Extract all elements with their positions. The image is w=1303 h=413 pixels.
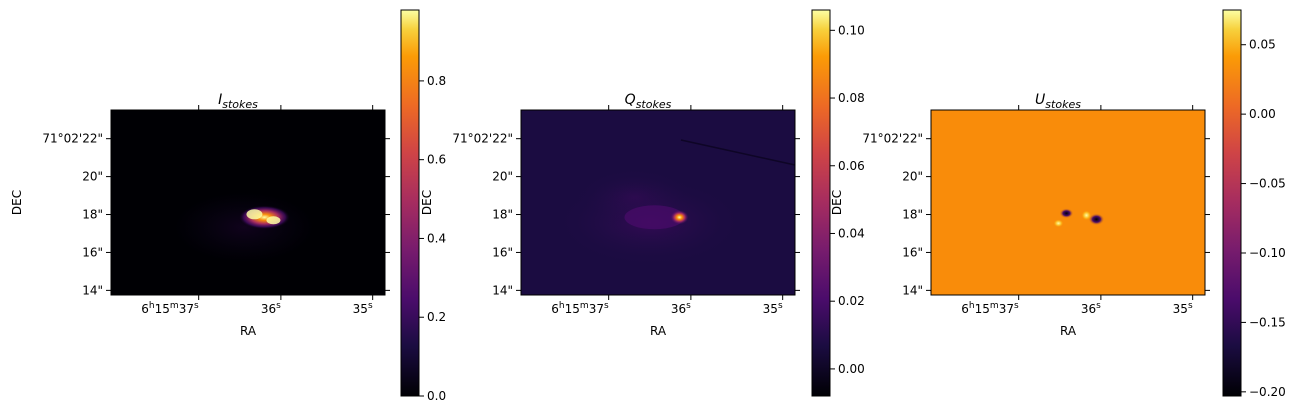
- y-axis-label: DEC: [420, 190, 434, 215]
- y-tick-label: 16": [492, 245, 513, 259]
- colorbar-tick-label: 0.10: [838, 23, 865, 37]
- negative-knot: [1088, 213, 1105, 226]
- colorbar-tick-label: 0.04: [838, 226, 865, 240]
- faint-emission: [174, 192, 315, 263]
- x-tick-label: 36s: [1081, 301, 1101, 316]
- panel-title: Istokes: [218, 92, 258, 111]
- y-tick-label: 16": [902, 245, 923, 259]
- x-tick-label: 6h15m37s: [141, 301, 199, 316]
- panel-title: Qstokes: [625, 92, 672, 111]
- colorbar: [1222, 9, 1242, 397]
- title-subscript: stokes: [1045, 98, 1081, 111]
- y-tick-label: 14": [902, 283, 923, 297]
- x-axis-label: RA: [240, 324, 257, 338]
- bright-emission: [670, 210, 689, 225]
- colorbar-tick-label: 0.00: [838, 362, 865, 376]
- colorbar-tick-label: 0.06: [838, 159, 865, 173]
- x-tick-label: 6h15m37s: [961, 301, 1019, 316]
- bright-emission: [238, 205, 291, 230]
- axes-frame: [930, 109, 1206, 296]
- colorbar-tick-label: 0.8: [427, 74, 446, 88]
- colorbar-tick-label: 0.00: [1249, 107, 1276, 121]
- emission-peak: [246, 209, 263, 220]
- y-tick-label: 20": [902, 170, 923, 184]
- panel-u: Ustokes 6h15m37s 36s 35s 71°02'22" 20" 18" 16" 1…: [830, 9, 1286, 399]
- panel-q: Qstokes 6h15m37s 36s 35s 71°02'22" 20" 18" 16" 1…: [420, 9, 865, 397]
- axes-frame: [110, 109, 386, 296]
- y-tick-label: 18": [492, 208, 513, 222]
- axes-frame: [520, 109, 796, 296]
- colorbar-tick-label: 0.02: [838, 294, 865, 308]
- x-tick-label: 36s: [261, 301, 281, 316]
- y-tick-label: 20": [492, 170, 513, 184]
- y-tick-label: 18": [902, 208, 923, 222]
- colorbar-tick-label: 0.6: [427, 153, 446, 167]
- colorbar-tick-label: 0.2: [427, 310, 446, 324]
- colorbar-tick-label: 0.05: [1249, 38, 1276, 52]
- title-main: Q: [625, 92, 636, 108]
- colorbar: [811, 9, 831, 397]
- positive-knot: [1053, 219, 1064, 228]
- purple-emission: [624, 205, 685, 230]
- title-subscript: stokes: [222, 98, 258, 111]
- title-main: I: [218, 92, 222, 108]
- x-tick-label: 6h15m37s: [551, 301, 609, 316]
- negative-knot: [1059, 208, 1074, 219]
- colorbar-tick-label: −0.20: [1249, 385, 1286, 399]
- x-axis-label: RA: [650, 324, 667, 338]
- positive-knot: [1081, 210, 1092, 221]
- y-tick-label: 71°02'22": [42, 132, 103, 146]
- colorbar: [400, 9, 420, 397]
- colorbar-tick-label: −0.15: [1249, 315, 1286, 329]
- x-tick-label: 35s: [763, 301, 783, 316]
- colorbar-tick-label: −0.10: [1249, 246, 1286, 260]
- y-axis-label: DEC: [10, 190, 24, 215]
- emission-peak: [266, 216, 281, 225]
- y-tick-label: 14": [82, 283, 103, 297]
- colorbar-tick-label: 0.0: [427, 389, 446, 403]
- x-tick-label: 35s: [353, 301, 373, 316]
- title-main: U: [1035, 92, 1045, 108]
- colorbar-tick-label: 0.08: [838, 91, 865, 105]
- x-tick-label: 36s: [671, 301, 691, 316]
- y-tick-label: 18": [82, 208, 103, 222]
- image-edge: [680, 139, 796, 166]
- panel-i: Istokes 6h15m37s 36s 35s 71°02'22" 20" 18" 16" 1…: [10, 9, 446, 403]
- y-tick-label: 14": [492, 283, 513, 297]
- x-tick-label: 35s: [1173, 301, 1193, 316]
- colorbar-tick-label: −0.05: [1249, 177, 1286, 191]
- y-axis-label: DEC: [830, 190, 844, 215]
- x-axis-label: RA: [1060, 324, 1077, 338]
- y-tick-label: 71°02'22": [452, 132, 513, 146]
- y-tick-label: 71°02'22": [862, 132, 923, 146]
- y-tick-label: 20": [82, 170, 103, 184]
- image-background: [931, 110, 1205, 295]
- y-tick-label: 16": [82, 245, 103, 259]
- title-subscript: stokes: [636, 98, 672, 111]
- colorbar-tick-label: 0.4: [427, 231, 446, 245]
- panel-title: Ustokes: [1035, 92, 1081, 111]
